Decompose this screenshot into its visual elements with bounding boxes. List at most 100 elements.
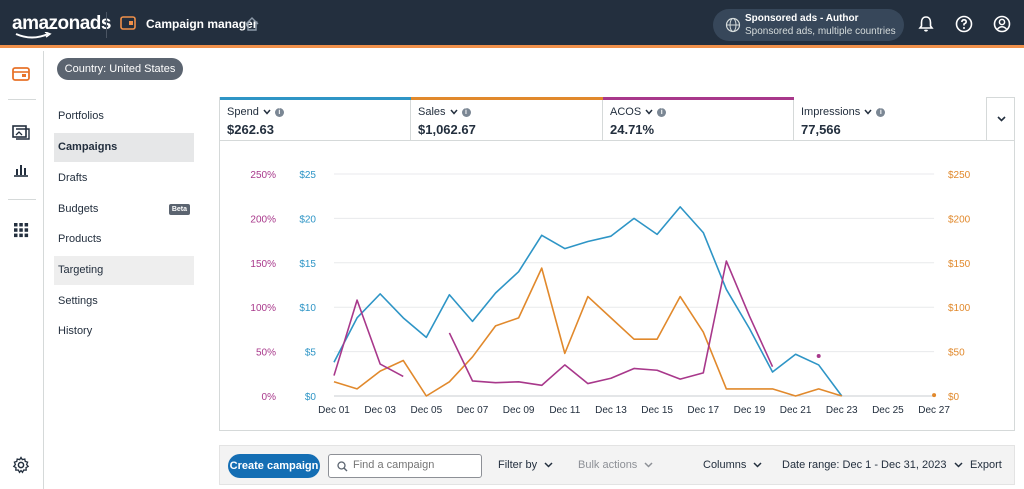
- nav-item-campaigns[interactable]: Campaigns: [54, 133, 194, 162]
- spend-tick-label: $0: [305, 392, 317, 403]
- bulk-actions-dropdown[interactable]: Bulk actions: [578, 459, 653, 471]
- nav-label: Campaigns: [58, 141, 118, 153]
- acos-tick-label: 100%: [250, 303, 276, 314]
- search-input[interactable]: [353, 459, 473, 471]
- nav-item-targeting[interactable]: Targeting: [54, 256, 194, 285]
- acos-tick-label: 0%: [262, 392, 277, 403]
- sales-tick-label: $100: [948, 303, 971, 314]
- date-range-label: Date range: Dec 1 - Dec 31, 2023: [782, 459, 947, 471]
- account-scope: Sponsored ads, multiple countries: [745, 26, 896, 37]
- metric-tab-sales[interactable]: Sales i $1,062.67: [411, 97, 603, 141]
- bell-icon[interactable]: [916, 14, 936, 34]
- x-tick-label: Dec 27: [918, 405, 950, 416]
- nav-item-portfolios[interactable]: Portfolios: [54, 102, 194, 131]
- spend-tick-label: $15: [299, 259, 316, 270]
- filter-label: Filter by: [498, 459, 538, 471]
- bar-chart-icon[interactable]: [11, 161, 31, 179]
- x-tick-label: Dec 15: [641, 405, 673, 416]
- nav-item-history[interactable]: History: [54, 317, 194, 346]
- spend-tick-label: $5: [305, 348, 317, 359]
- chevron-down-icon: [954, 462, 963, 468]
- x-tick-label: Dec 19: [734, 405, 766, 416]
- country-selector-button[interactable]: Country: United States: [57, 58, 183, 80]
- metric-label: Spend: [227, 106, 259, 118]
- nav-item-drafts[interactable]: Drafts: [54, 164, 194, 193]
- home-icon[interactable]: [244, 16, 260, 32]
- metric-tab-spend[interactable]: Spend i $262.63: [220, 97, 411, 141]
- globe-icon: [725, 17, 741, 33]
- campaign-toolbar: Create campaign Filter by Bulk actions C…: [219, 445, 1015, 485]
- settings-gear-icon[interactable]: [11, 455, 31, 475]
- spend-series-line: [333, 206, 843, 397]
- x-tick-label: Dec 03: [364, 405, 396, 416]
- media-icon[interactable]: [11, 123, 31, 141]
- metric-value: 24.71%: [610, 122, 655, 137]
- campaign-manager-icon: [120, 16, 136, 30]
- x-tick-label: Dec 17: [687, 405, 719, 416]
- tab-separator: [602, 100, 603, 141]
- export-button[interactable]: Export: [970, 459, 1002, 471]
- apps-grid-icon[interactable]: [11, 221, 31, 239]
- columns-dropdown[interactable]: Columns: [703, 459, 762, 471]
- help-icon[interactable]: [954, 14, 974, 34]
- metric-label: ACOS: [610, 106, 642, 118]
- beta-badge: Beta: [168, 204, 190, 215]
- info-icon[interactable]: i: [657, 108, 667, 117]
- nav-item-settings[interactable]: Settings: [54, 287, 194, 316]
- app-title[interactable]: Campaign manager: [146, 17, 258, 31]
- metric-tab-impressions[interactable]: Impressions i 77,566: [794, 97, 986, 141]
- x-tick-label: Dec 05: [410, 405, 442, 416]
- chevron-down-icon: [449, 109, 458, 115]
- campaign-search[interactable]: [328, 454, 482, 478]
- x-tick-label: Dec 01: [318, 405, 350, 416]
- wallet-icon[interactable]: [11, 65, 31, 83]
- acos-series-line: [333, 299, 404, 378]
- metric-value: $1,062.67: [418, 122, 476, 137]
- sales-tick-label: $200: [948, 214, 971, 225]
- performance-chart: 0% $0 $0 50% $5 $50 100% $10 $100 150% $15 $150 200%…: [250, 170, 971, 416]
- metric-label: Sales: [418, 106, 446, 118]
- account-switcher[interactable]: Sponsored ads - Author Sponsored ads, mu…: [713, 9, 904, 41]
- nav-label: Targeting: [58, 264, 104, 276]
- acos-tick-label: 50%: [256, 348, 276, 359]
- spend-tick-label: $25: [299, 170, 316, 181]
- x-tick-label: Dec 23: [826, 405, 858, 416]
- search-icon: [337, 461, 348, 472]
- header-divider: [106, 12, 107, 38]
- chevron-down-icon: [644, 462, 653, 468]
- filter-by-dropdown[interactable]: Filter by: [498, 459, 553, 471]
- date-range-dropdown[interactable]: Date range: Dec 1 - Dec 31, 2023: [782, 459, 963, 471]
- spend-tick-label: $10: [299, 303, 316, 314]
- sales-point: [932, 393, 937, 398]
- chevron-down-icon: [753, 462, 762, 468]
- rail-divider: [8, 99, 36, 100]
- expand-metrics-button[interactable]: [986, 97, 1015, 141]
- metric-tabs: Spend i $262.63 Sales i $1,062.67 ACOS i 24…: [219, 97, 1015, 141]
- user-profile-icon[interactable]: [992, 14, 1012, 34]
- top-bar: amazonads Campaign manager Sponsored ads…: [0, 0, 1024, 48]
- nav-label: Products: [58, 233, 102, 245]
- nav-label: Portfolios: [58, 110, 104, 122]
- nav-item-products[interactable]: Products: [54, 225, 194, 254]
- info-icon[interactable]: i: [274, 108, 284, 117]
- create-campaign-button[interactable]: Create campaign: [228, 454, 320, 478]
- account-name: Sponsored ads - Author: [745, 13, 859, 24]
- metric-tab-acos[interactable]: ACOS i 24.71%: [603, 97, 794, 141]
- info-icon[interactable]: i: [876, 108, 886, 117]
- nav-item-budgets[interactable]: Budgets Beta: [54, 195, 194, 224]
- left-icon-rail: [0, 51, 44, 489]
- metric-value: 77,566: [801, 122, 841, 137]
- x-tick-label: Dec 11: [549, 405, 580, 416]
- acos-series-line: [448, 260, 774, 387]
- spend-tick-label: $20: [299, 214, 316, 225]
- nav-label: Drafts: [58, 172, 88, 184]
- columns-label: Columns: [703, 459, 747, 471]
- bulk-label: Bulk actions: [578, 459, 638, 471]
- metric-label: Impressions: [801, 106, 861, 118]
- x-tick-label: Dec 21: [780, 405, 812, 416]
- info-icon[interactable]: i: [461, 108, 471, 117]
- amazon-ads-logo[interactable]: amazonads: [12, 13, 111, 39]
- smile-arrow-icon: [15, 32, 52, 39]
- sales-series-line: [333, 267, 842, 397]
- metric-value: $262.63: [227, 122, 274, 137]
